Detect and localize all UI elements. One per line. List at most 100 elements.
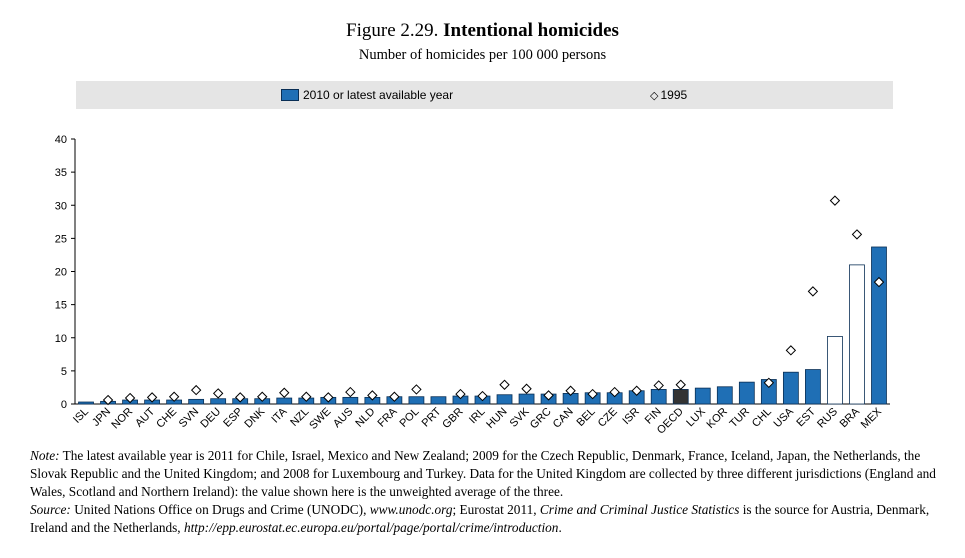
source-link-eurostat[interactable]: http://epp.eurostat.ec.europa.eu/portal/… (183, 520, 559, 535)
x-tick-label-ita: ITA (269, 405, 289, 425)
marker-1995-usa (785, 345, 797, 356)
legend-bar-label: 2010 or latest available year (303, 88, 454, 102)
legend-marker-label: 1995 (660, 88, 688, 102)
x-tick-label-gbr: GBR (440, 406, 465, 431)
marker-1995-can (565, 385, 576, 396)
chart-bars (78, 246, 887, 405)
bar-est (805, 369, 821, 405)
bar-ita (276, 397, 293, 405)
marker-1995-oecd (675, 379, 686, 390)
y-tick-label: 30 (55, 200, 67, 212)
bar-svk (518, 393, 535, 405)
source-text-1: United Nations Office on Drugs and Crime… (74, 502, 367, 517)
marker-1995-deu (212, 388, 224, 399)
bar-rus (827, 336, 843, 405)
marker-1995-nor (124, 392, 136, 404)
source-text-3: is the source for Austria, Denmark, Irel… (30, 502, 930, 535)
x-tick-label-svn: SVN (177, 406, 202, 431)
y-tick-label: 5 (61, 366, 67, 378)
legend-item-1995: ◇ 1995 (650, 88, 687, 102)
bar-aus (342, 396, 359, 405)
x-tick-label-fra: FRA (375, 405, 400, 430)
bar-tur (738, 381, 755, 405)
marker-1995-svk (521, 383, 532, 394)
x-tick-label-can: CAN (551, 406, 576, 431)
x-tick-label-aus: AUS (331, 406, 355, 430)
x-tick-label-rus: RUS (815, 406, 840, 431)
source-text-2: ; Eurostat 2011, (452, 502, 537, 517)
marker-1995-esp (234, 392, 246, 403)
y-tick-label: 40 (55, 134, 67, 146)
marker-1995-aut (146, 392, 158, 403)
x-tick-label-hun: HUN (484, 406, 509, 431)
legend-item-bars: 2010 or latest available year (281, 88, 453, 102)
x-tick-label-nor: NOR (109, 406, 135, 432)
figure-title: Intentional homicides (443, 20, 619, 41)
x-tick-label-mex: MEX (859, 405, 885, 431)
bar-lux (694, 387, 711, 405)
marker-1995-ita (279, 387, 290, 398)
bar-deu (210, 398, 227, 405)
marker-1995-isr (631, 385, 642, 396)
x-tick-label-nld: NLD (353, 406, 377, 430)
y-tick-label: 20 (55, 267, 67, 279)
y-tick-label: 15 (55, 300, 67, 312)
bar-prt (430, 396, 447, 405)
source-paragraph: Source: United Nations Office on Drugs a… (30, 501, 950, 537)
bar-fin (650, 389, 667, 405)
marker-1995-pol (411, 384, 422, 395)
chart-markers (102, 195, 885, 406)
chart-title: Figure 2.29. Intentional homicides (0, 20, 965, 42)
x-tick-label-lux: LUX (684, 405, 708, 429)
x-tick-label-prt: PRT (420, 405, 444, 429)
marker-1995-swe (323, 392, 334, 403)
marker-1995-jpn (102, 394, 114, 406)
x-tick-label-isr: ISR (620, 406, 641, 427)
x-tick-label-pol: POL (397, 406, 421, 430)
marker-1995-hun (499, 379, 510, 390)
legend-bar-swatch (281, 89, 299, 101)
x-tick-label-aut: AUT (133, 405, 157, 429)
chart-legend: 2010 or latest available year ◇ 1995 (76, 81, 893, 109)
source-label: Source: (30, 502, 71, 517)
chart-axes: 0 5 10 15 20 25 30 35 40 (55, 134, 890, 411)
note-paragraph: Note: The latest available year is 2011 … (30, 447, 950, 501)
marker-1995-nld (367, 390, 378, 401)
note-label: Note: (30, 448, 60, 463)
bar-mex (871, 246, 887, 405)
figure-label: Figure 2.29. (346, 20, 439, 41)
marker-1995-che (168, 391, 180, 402)
y-tick-label: 10 (55, 333, 67, 345)
x-tick-label-che: CHE (154, 406, 179, 431)
x-tick-label-cze: CZE (596, 406, 620, 430)
bar-bra (849, 264, 865, 405)
bar-pol (408, 396, 425, 405)
marker-1995-fin (653, 380, 664, 391)
bar-svn (188, 398, 205, 405)
marker-1995-rus (829, 195, 841, 206)
marker-1995-dnk (257, 391, 268, 402)
x-tick-label-svk: SVK (508, 405, 533, 430)
marker-1995-grc (543, 390, 554, 401)
source-link-unodc[interactable]: www.unodc.org (369, 502, 453, 517)
x-tick-label-bra: BRA (838, 405, 863, 430)
chart-subtitle: Number of homicides per 100 000 persons (358, 47, 607, 63)
bar-usa (782, 371, 799, 405)
source-end: . (558, 520, 562, 535)
x-tick-label-jpn: JPN (90, 406, 113, 429)
marker-1995-aus (345, 386, 356, 398)
marker-1995-mex (873, 276, 885, 288)
chart-notes: Note: The latest available year is 2011 … (30, 447, 950, 537)
x-tick-label-grc: GRC (528, 406, 554, 432)
marker-1995-fra (389, 391, 400, 402)
marker-1995-chl (763, 377, 775, 389)
diamond-icon: ◇ (650, 89, 659, 102)
bar-oecd (672, 389, 689, 405)
x-tick-label-swe: SWE (307, 406, 333, 432)
y-tick-label: 35 (55, 167, 67, 179)
x-tick-label-esp: ESP (221, 406, 245, 430)
x-tick-label-bel: BEL (575, 406, 598, 429)
marker-1995-irl (477, 390, 488, 402)
marker-1995-est (807, 286, 819, 297)
